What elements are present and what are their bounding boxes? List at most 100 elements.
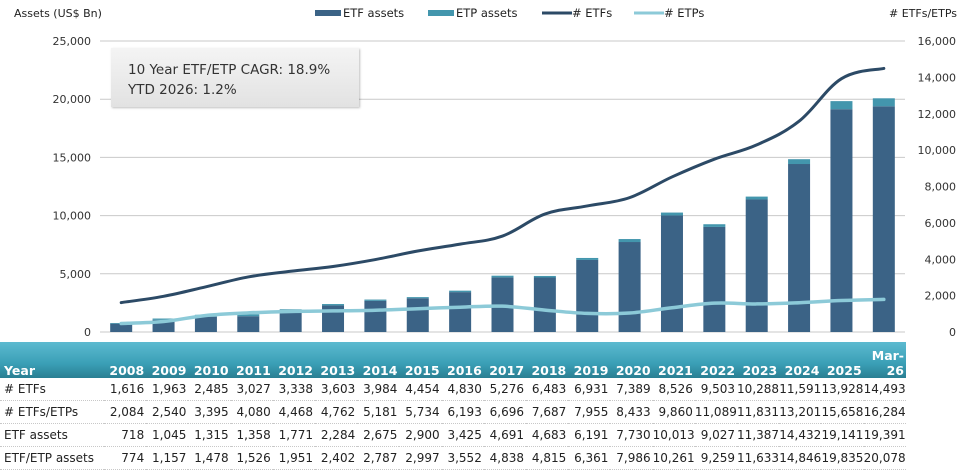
left-tick-label: 25,000 <box>53 35 92 48</box>
legend: ETF assets ETP assets # ETFs # ETPs <box>315 6 704 20</box>
legend-item-etf-assets[interactable]: ETF assets <box>315 6 404 20</box>
row-label: ETF/ETP assets <box>0 446 104 470</box>
table-header-year: 2009 <box>146 342 189 378</box>
table-cell: 3,984 <box>357 378 400 401</box>
table-cell: 2,900 <box>399 423 442 447</box>
legend-item-etp-assets[interactable]: ETP assets <box>428 6 518 20</box>
table-cell: 4,468 <box>272 400 316 424</box>
table-cell: 1,963 <box>146 378 189 401</box>
table-row: ETF assets 718 1,045 1,315 1,358 1,771 2,284 2,… <box>0 423 906 447</box>
bar-etf-assets <box>194 316 217 332</box>
left-axis-ticks: 0 5,000 10,000 15,000 20,000 25,000 <box>53 35 92 339</box>
bar-etf-assets <box>830 109 853 332</box>
table-cell: 14,432 <box>779 423 822 447</box>
table-header-year: 2011 <box>230 342 273 378</box>
table-cell: 1,616 <box>104 378 147 401</box>
bar-etf-assets <box>788 164 811 332</box>
table-cell: 774 <box>104 446 147 470</box>
table-cell: 4,815 <box>526 446 569 470</box>
row-label: ETF assets <box>0 423 104 447</box>
legend-label-etf-assets: ETF assets <box>343 6 404 20</box>
table-header-year: 2017 <box>483 342 527 378</box>
table-header-year: 2021 <box>652 342 695 378</box>
table-cell: 9,503 <box>694 378 738 401</box>
table-cell: 718 <box>104 423 147 447</box>
left-axis-title: Assets (US$ Bn) <box>14 7 102 20</box>
bar-etf-assets <box>237 316 260 332</box>
table-cell: 4,080 <box>230 400 273 424</box>
table-cell: 2,540 <box>146 400 189 424</box>
table-cell: 6,191 <box>568 423 611 447</box>
table-cell: 9,259 <box>694 446 738 470</box>
table-header-year: 2008 <box>104 342 147 378</box>
table-cell: 7,730 <box>610 423 653 447</box>
legend-item-etps-count[interactable]: # ETPs <box>634 6 704 20</box>
right-tick-label: 12,000 <box>918 108 957 121</box>
bar-etp-assets <box>406 297 429 299</box>
bar-etp-assets <box>491 275 514 278</box>
table-cell: 10,288 <box>737 378 780 401</box>
right-tick-label: 4,000 <box>925 253 957 266</box>
table-cell: 10,013 <box>652 423 695 447</box>
table-header-year: 2010 <box>188 342 231 378</box>
table-header-year: 2019 <box>568 342 611 378</box>
table-cell: 1,951 <box>272 446 316 470</box>
left-tick-label: 15,000 <box>53 151 92 164</box>
left-tick-label: 5,000 <box>60 268 92 281</box>
table-header-year: 2022 <box>694 342 738 378</box>
table-cell: 6,696 <box>483 400 527 424</box>
legend-item-etfs-count[interactable]: # ETFs <box>542 6 612 20</box>
table-cell: 2,284 <box>315 423 358 447</box>
right-tick-label: 0 <box>949 326 956 339</box>
table-cell: 6,931 <box>568 378 611 401</box>
bar-etp-assets <box>449 290 472 293</box>
bar-etf-assets <box>745 199 768 332</box>
legend-label-etfs-count: # ETFs <box>572 6 612 20</box>
left-tick-label: 0 <box>84 326 91 339</box>
legend-swatch-etp-assets <box>428 10 454 16</box>
table-cell: 2,402 <box>315 446 358 470</box>
bar-etf-assets <box>533 277 556 332</box>
cagr-callout: 10 Year ETF/ETP CAGR: 18.9% YTD 2026: 1.… <box>111 48 359 107</box>
table-cell: 5,181 <box>357 400 400 424</box>
table-cell: 7,986 <box>610 446 653 470</box>
table-row: # ETFs/ETPs 2,084 2,540 3,395 4,080 4,468 4,76… <box>0 400 906 424</box>
table-cell: 1,771 <box>272 423 316 447</box>
table-header-label: Year <box>0 342 104 378</box>
bar-etp-assets <box>745 196 768 200</box>
table-cell: 1,045 <box>146 423 189 447</box>
table-cell: 4,683 <box>526 423 569 447</box>
table-cell: 4,454 <box>399 378 442 401</box>
table-cell: 8,526 <box>652 378 695 401</box>
table-cell: 3,552 <box>441 446 484 470</box>
table-row: ETF/ETP assets 774 1,157 1,478 1,526 1,951 2,4… <box>0 446 906 470</box>
table-cell: 4,830 <box>441 378 484 401</box>
right-axis-ticks: 0 2,000 4,000 6,000 8,000 10,000 12,000 14,000 1… <box>918 35 957 339</box>
lines <box>119 66 886 326</box>
table-cell: 11,387 <box>737 423 780 447</box>
table-cell: 11,591 <box>779 378 822 401</box>
bar-etp-assets <box>364 299 387 301</box>
table-header-year: 2014 <box>357 342 400 378</box>
table-cell: 9,860 <box>652 400 695 424</box>
table-header-year: 2024 <box>779 342 822 378</box>
table-cell: 3,027 <box>230 378 273 401</box>
table-cell: 1,358 <box>230 423 273 447</box>
bar-etf-assets <box>364 300 387 332</box>
table-header-year: 2023 <box>737 342 780 378</box>
data-table: Year 2008 2009 2010 2011 2012 2013 2014 2015 2016… <box>0 342 906 470</box>
bar-etf-assets <box>872 106 895 332</box>
table-cell: 1,526 <box>230 446 273 470</box>
table-cell: 14,493 <box>863 378 906 401</box>
bar-etp-assets <box>322 304 345 306</box>
table-cell: 6,361 <box>568 446 611 470</box>
table-cell: 11,831 <box>737 400 780 424</box>
table-cell: 11,089 <box>694 400 738 424</box>
bar-etf-assets <box>279 311 302 332</box>
table-cell: 4,838 <box>483 446 527 470</box>
line-etfs-count <box>119 66 886 305</box>
table-cell: 14,846 <box>779 446 822 470</box>
bar-etf-assets <box>449 292 472 332</box>
right-tick-label: 16,000 <box>918 35 957 48</box>
table-cell: 4,691 <box>483 423 527 447</box>
